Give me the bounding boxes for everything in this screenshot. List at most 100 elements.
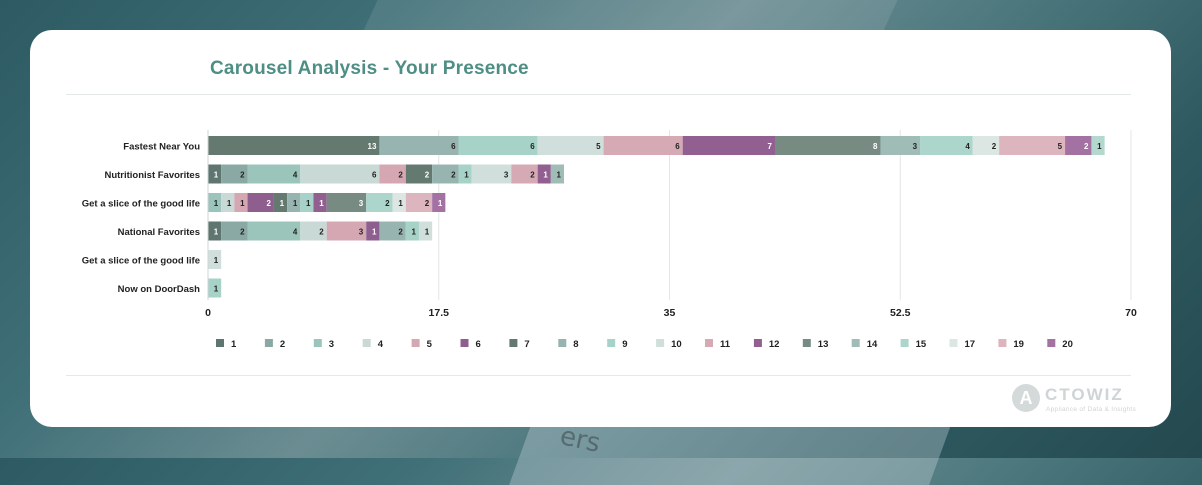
chart-card: Carousel Analysis - Your Presence 0 17.5 3… <box>30 30 1171 427</box>
legend-label: 7 <box>524 339 529 350</box>
legend-label: 12 <box>769 339 780 350</box>
bar-segment <box>682 136 775 155</box>
bar-segment <box>537 136 604 155</box>
bar-segment <box>458 136 538 155</box>
bar-segment <box>366 221 380 241</box>
y-category-label: Get a slice of the good life <box>82 199 200 210</box>
legend-label: 4 <box>378 339 384 350</box>
legend-swatch <box>998 339 1007 347</box>
bar-segment <box>432 164 459 184</box>
legend-swatch <box>802 339 811 347</box>
bar-data-label: 2 <box>398 228 403 237</box>
bar-segment <box>392 193 406 212</box>
bar-segment <box>326 221 367 241</box>
bar-segment <box>774 136 881 155</box>
bar-data-label: 1 <box>293 199 298 208</box>
bar-segment <box>208 221 222 241</box>
legend-swatch <box>753 339 762 347</box>
bar-segment <box>300 193 314 212</box>
legend-swatch <box>411 339 420 347</box>
legend-swatch <box>656 339 665 347</box>
bar-segment <box>418 221 433 241</box>
bar-data-label: 2 <box>266 199 271 208</box>
bar-data-label: 8 <box>873 142 878 151</box>
bar-segment <box>221 164 248 184</box>
bar-segment <box>208 250 222 269</box>
legend-swatch <box>509 339 518 347</box>
bar-segment <box>405 164 433 184</box>
bar-data-label: 6 <box>675 142 680 151</box>
bar-segment <box>920 136 973 155</box>
legend-swatch <box>607 339 616 347</box>
bar-segment <box>471 164 512 184</box>
bar-segment <box>1091 136 1105 155</box>
bar-data-label: 1 <box>306 199 311 208</box>
bar-segment <box>247 164 301 184</box>
bar-data-label: 1 <box>1097 142 1102 151</box>
bar-data-label: 1 <box>372 228 377 237</box>
bar-segment <box>405 193 433 212</box>
bar-segment <box>603 136 683 155</box>
bar-data-label: 6 <box>372 171 377 180</box>
bar-data-label: 1 <box>319 199 324 208</box>
legend-label: 9 <box>622 339 627 350</box>
legend-swatch <box>900 339 909 347</box>
divider <box>66 375 1131 376</box>
bar-segment <box>221 193 235 212</box>
bar-data-label: 2 <box>398 171 403 180</box>
bar-data-label: 1 <box>214 228 219 237</box>
legend-label: 1 <box>231 339 237 350</box>
x-tick-label: 52.5 <box>890 307 911 319</box>
legend-label: 2 <box>280 339 285 350</box>
bar-data-label: 6 <box>451 142 456 151</box>
bar-segment <box>1065 136 1092 155</box>
bar-data-label: 1 <box>412 228 417 237</box>
y-category-label: Fastest Near You <box>123 142 200 153</box>
bar-data-label: 1 <box>214 199 219 208</box>
bar-data-label: 1 <box>240 199 245 208</box>
logo-name: CTOWIZ <box>1045 385 1124 404</box>
legend-label: 14 <box>867 339 878 350</box>
bar-data-label: 7 <box>768 142 773 151</box>
bar-segment <box>247 193 274 212</box>
legend-label: 6 <box>476 339 481 350</box>
bar-segment <box>208 136 380 155</box>
bar-segment <box>300 221 327 241</box>
bar-segment <box>405 221 419 241</box>
legend-swatch <box>460 339 469 347</box>
legend-swatch <box>264 339 273 347</box>
bar-data-label: 3 <box>913 142 918 151</box>
bar-segment <box>550 164 565 184</box>
background-shape <box>363 0 917 30</box>
legend-label: 19 <box>1013 339 1024 350</box>
bar-data-label: 2 <box>992 142 997 151</box>
bar-data-label: 13 <box>368 142 377 151</box>
bar-data-label: 3 <box>359 199 364 208</box>
bar-segment <box>379 164 406 184</box>
bar-data-label: 1 <box>280 199 285 208</box>
bar-data-label: 3 <box>359 228 364 237</box>
x-tick-label: 0 <box>205 307 211 319</box>
legend-swatch <box>949 339 958 347</box>
bar-segment <box>208 278 222 298</box>
legend-swatch <box>558 339 567 347</box>
y-category-label: Now on DoorDash <box>118 284 201 295</box>
legend-label: 15 <box>916 339 927 350</box>
legend-swatch <box>313 339 322 347</box>
bar-segment <box>300 164 380 184</box>
bar-segment <box>247 221 301 241</box>
bar-data-label: 4 <box>965 142 970 151</box>
y-category-label: Nutritionist Favorites <box>104 170 200 181</box>
bar-data-label: 2 <box>240 171 245 180</box>
legend-label: 20 <box>1062 339 1073 350</box>
bar-segment <box>208 193 222 212</box>
bar-segment <box>379 221 406 241</box>
bar-data-label: 1 <box>227 199 232 208</box>
bar-segment <box>313 193 327 212</box>
legend-swatch <box>851 339 860 347</box>
bar-data-label: 1 <box>438 199 443 208</box>
bar-segment <box>221 221 248 241</box>
bar-segment <box>432 193 446 212</box>
bar-data-label: 1 <box>398 199 403 208</box>
